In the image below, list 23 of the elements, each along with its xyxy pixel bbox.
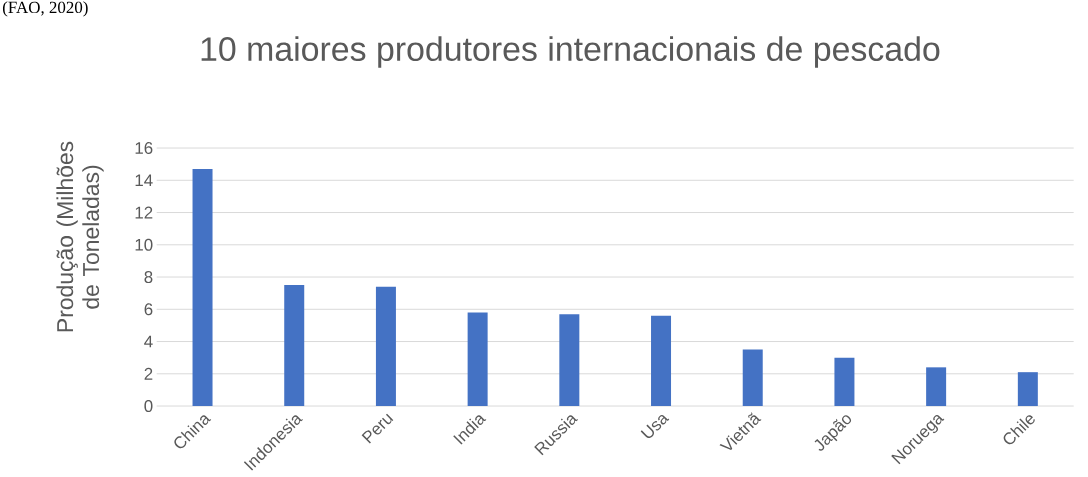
bar bbox=[926, 367, 947, 407]
y-tick-label: 4 bbox=[144, 335, 153, 348]
y-tick-label: 2 bbox=[144, 367, 153, 380]
y-tick-label: 14 bbox=[135, 174, 153, 187]
text: (FAO, 2020) bbox=[2, 1, 88, 17]
y-tick-label: 16 bbox=[135, 142, 153, 155]
y-axis-title: Produção (Milhões de Toneladas) bbox=[56, 141, 104, 332]
bar bbox=[467, 312, 488, 407]
x-tick-label: Usa bbox=[640, 414, 670, 439]
bar bbox=[1017, 372, 1038, 407]
bar bbox=[651, 315, 672, 407]
bar bbox=[559, 314, 580, 407]
chart-title: 10 maiores produtores internacionais de pescado bbox=[201, 36, 940, 68]
bar bbox=[375, 286, 396, 407]
y-tick-label: 10 bbox=[135, 238, 153, 251]
y-tick-label: 12 bbox=[135, 206, 153, 219]
y-tick-label: 0 bbox=[144, 400, 153, 413]
bar bbox=[742, 349, 763, 407]
y-tick-label: 6 bbox=[144, 303, 153, 316]
y-tick-label: 8 bbox=[144, 271, 153, 284]
bar bbox=[192, 169, 213, 407]
bar bbox=[834, 357, 855, 407]
bar bbox=[284, 285, 305, 407]
